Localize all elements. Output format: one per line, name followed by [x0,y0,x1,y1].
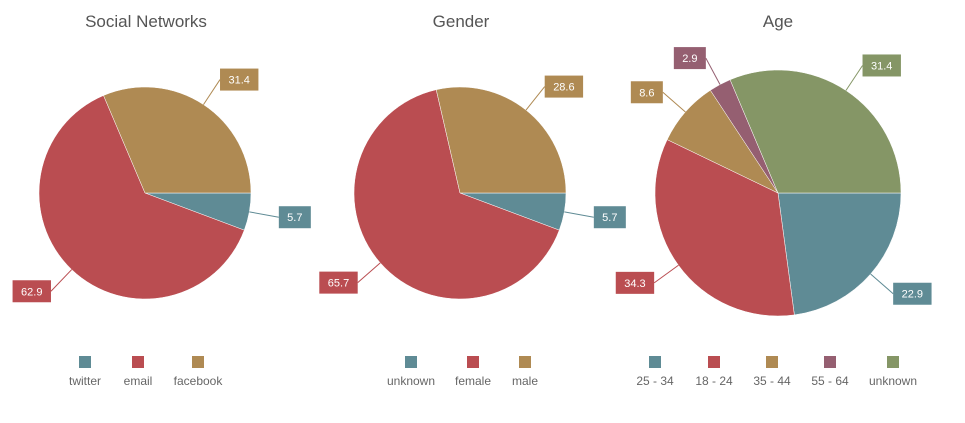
social-networks-data-label: 31.4 [229,75,250,87]
age-label-connector [653,264,679,284]
age-legend-item-unknown[interactable]: unknown [869,374,917,388]
social-networks-data-label: 5.7 [287,212,302,224]
age-data-label-box [673,47,706,70]
age-data-label: 22.9 [902,289,923,301]
social-networks-data-label: 62.9 [21,286,42,298]
age-data-label-box [630,81,663,104]
age-legend-item-25-34[interactable]: 25 - 34 [636,374,674,388]
age-label-connector [662,91,686,113]
age-pie-chart: Age 22.9 34.3 8.6 2.9 31.4 25 - 34 18 - 24 35 - … [615,12,932,388]
age-legend-item-55-64[interactable]: 55 - 64 [811,374,849,388]
social-networks-legend-item-email[interactable]: email [124,374,153,388]
social-networks-chart-title: Social Networks [85,12,207,31]
age-slice-unknown[interactable] [729,69,902,194]
social-networks-slice-email[interactable] [38,95,245,300]
age-data-label-box [615,271,655,294]
social-networks-label-connector [249,211,279,218]
social-networks-legend-item-twitter[interactable]: twitter [69,374,101,388]
gender-legend-swatch-unknown [405,356,417,368]
gender-legend-item-male[interactable]: male [512,374,538,388]
age-label-connector [845,65,863,91]
age-slice-25-34[interactable] [777,192,902,316]
gender-data-label-box [319,271,358,294]
social-networks-legend-swatch-facebook [192,356,204,368]
social-networks-label-connector [203,79,221,105]
gender-legend-item-female[interactable]: female [455,374,491,388]
age-slice-18-24[interactable] [654,139,795,317]
social-networks-pie-chart: Social Networks 5.7 62.9 31.4 twitter email fa… [12,12,311,388]
age-legend-swatch-unknown [887,356,899,368]
age-data-label: 31.4 [871,60,892,72]
age-legend-item-18-24[interactable]: 18 - 24 [695,374,733,388]
gender-pie-chart: Gender 5.7 65.7 28.6 unknown female male [319,12,626,388]
age-legend-swatch-25-34 [649,356,661,368]
social-networks-data-label-box [220,68,259,91]
social-networks-data-label-box [12,280,51,303]
age-legend-swatch-35-44 [766,356,778,368]
gender-label-connector [357,262,381,283]
age-chart-title: Age [763,12,793,31]
age-label-connector [705,57,721,85]
social-networks-legend-item-facebook[interactable]: facebook [174,374,224,388]
social-networks-legend-swatch-twitter [79,356,91,368]
gender-slice-male[interactable] [435,86,567,194]
age-data-label: 8.6 [639,87,654,99]
gender-data-label: 5.7 [602,212,617,224]
social-networks-label-connector [50,269,73,292]
age-label-connector [870,273,894,295]
gender-data-label-box [593,206,626,229]
social-networks-legend-swatch-email [132,356,144,368]
gender-data-label-box [544,75,584,98]
gender-label-connector [525,86,546,111]
gender-legend-swatch-male [519,356,531,368]
age-data-label-box [862,54,901,77]
age-legend-swatch-18-24 [708,356,720,368]
age-legend-item-35-44[interactable]: 35 - 44 [753,374,791,388]
age-data-label-box [893,282,932,305]
gender-chart-title: Gender [433,12,490,31]
gender-legend-swatch-female [467,356,479,368]
gender-label-connector [564,211,594,218]
age-data-label: 34.3 [624,278,645,290]
age-data-label: 2.9 [682,53,697,65]
gender-legend-item-unknown[interactable]: unknown [387,374,435,388]
gender-data-label: 28.6 [553,82,574,94]
social-networks-slice-facebook[interactable] [103,86,252,194]
social-networks-data-label-box [278,206,311,229]
age-legend-swatch-55-64 [824,356,836,368]
gender-data-label: 65.7 [328,278,349,290]
